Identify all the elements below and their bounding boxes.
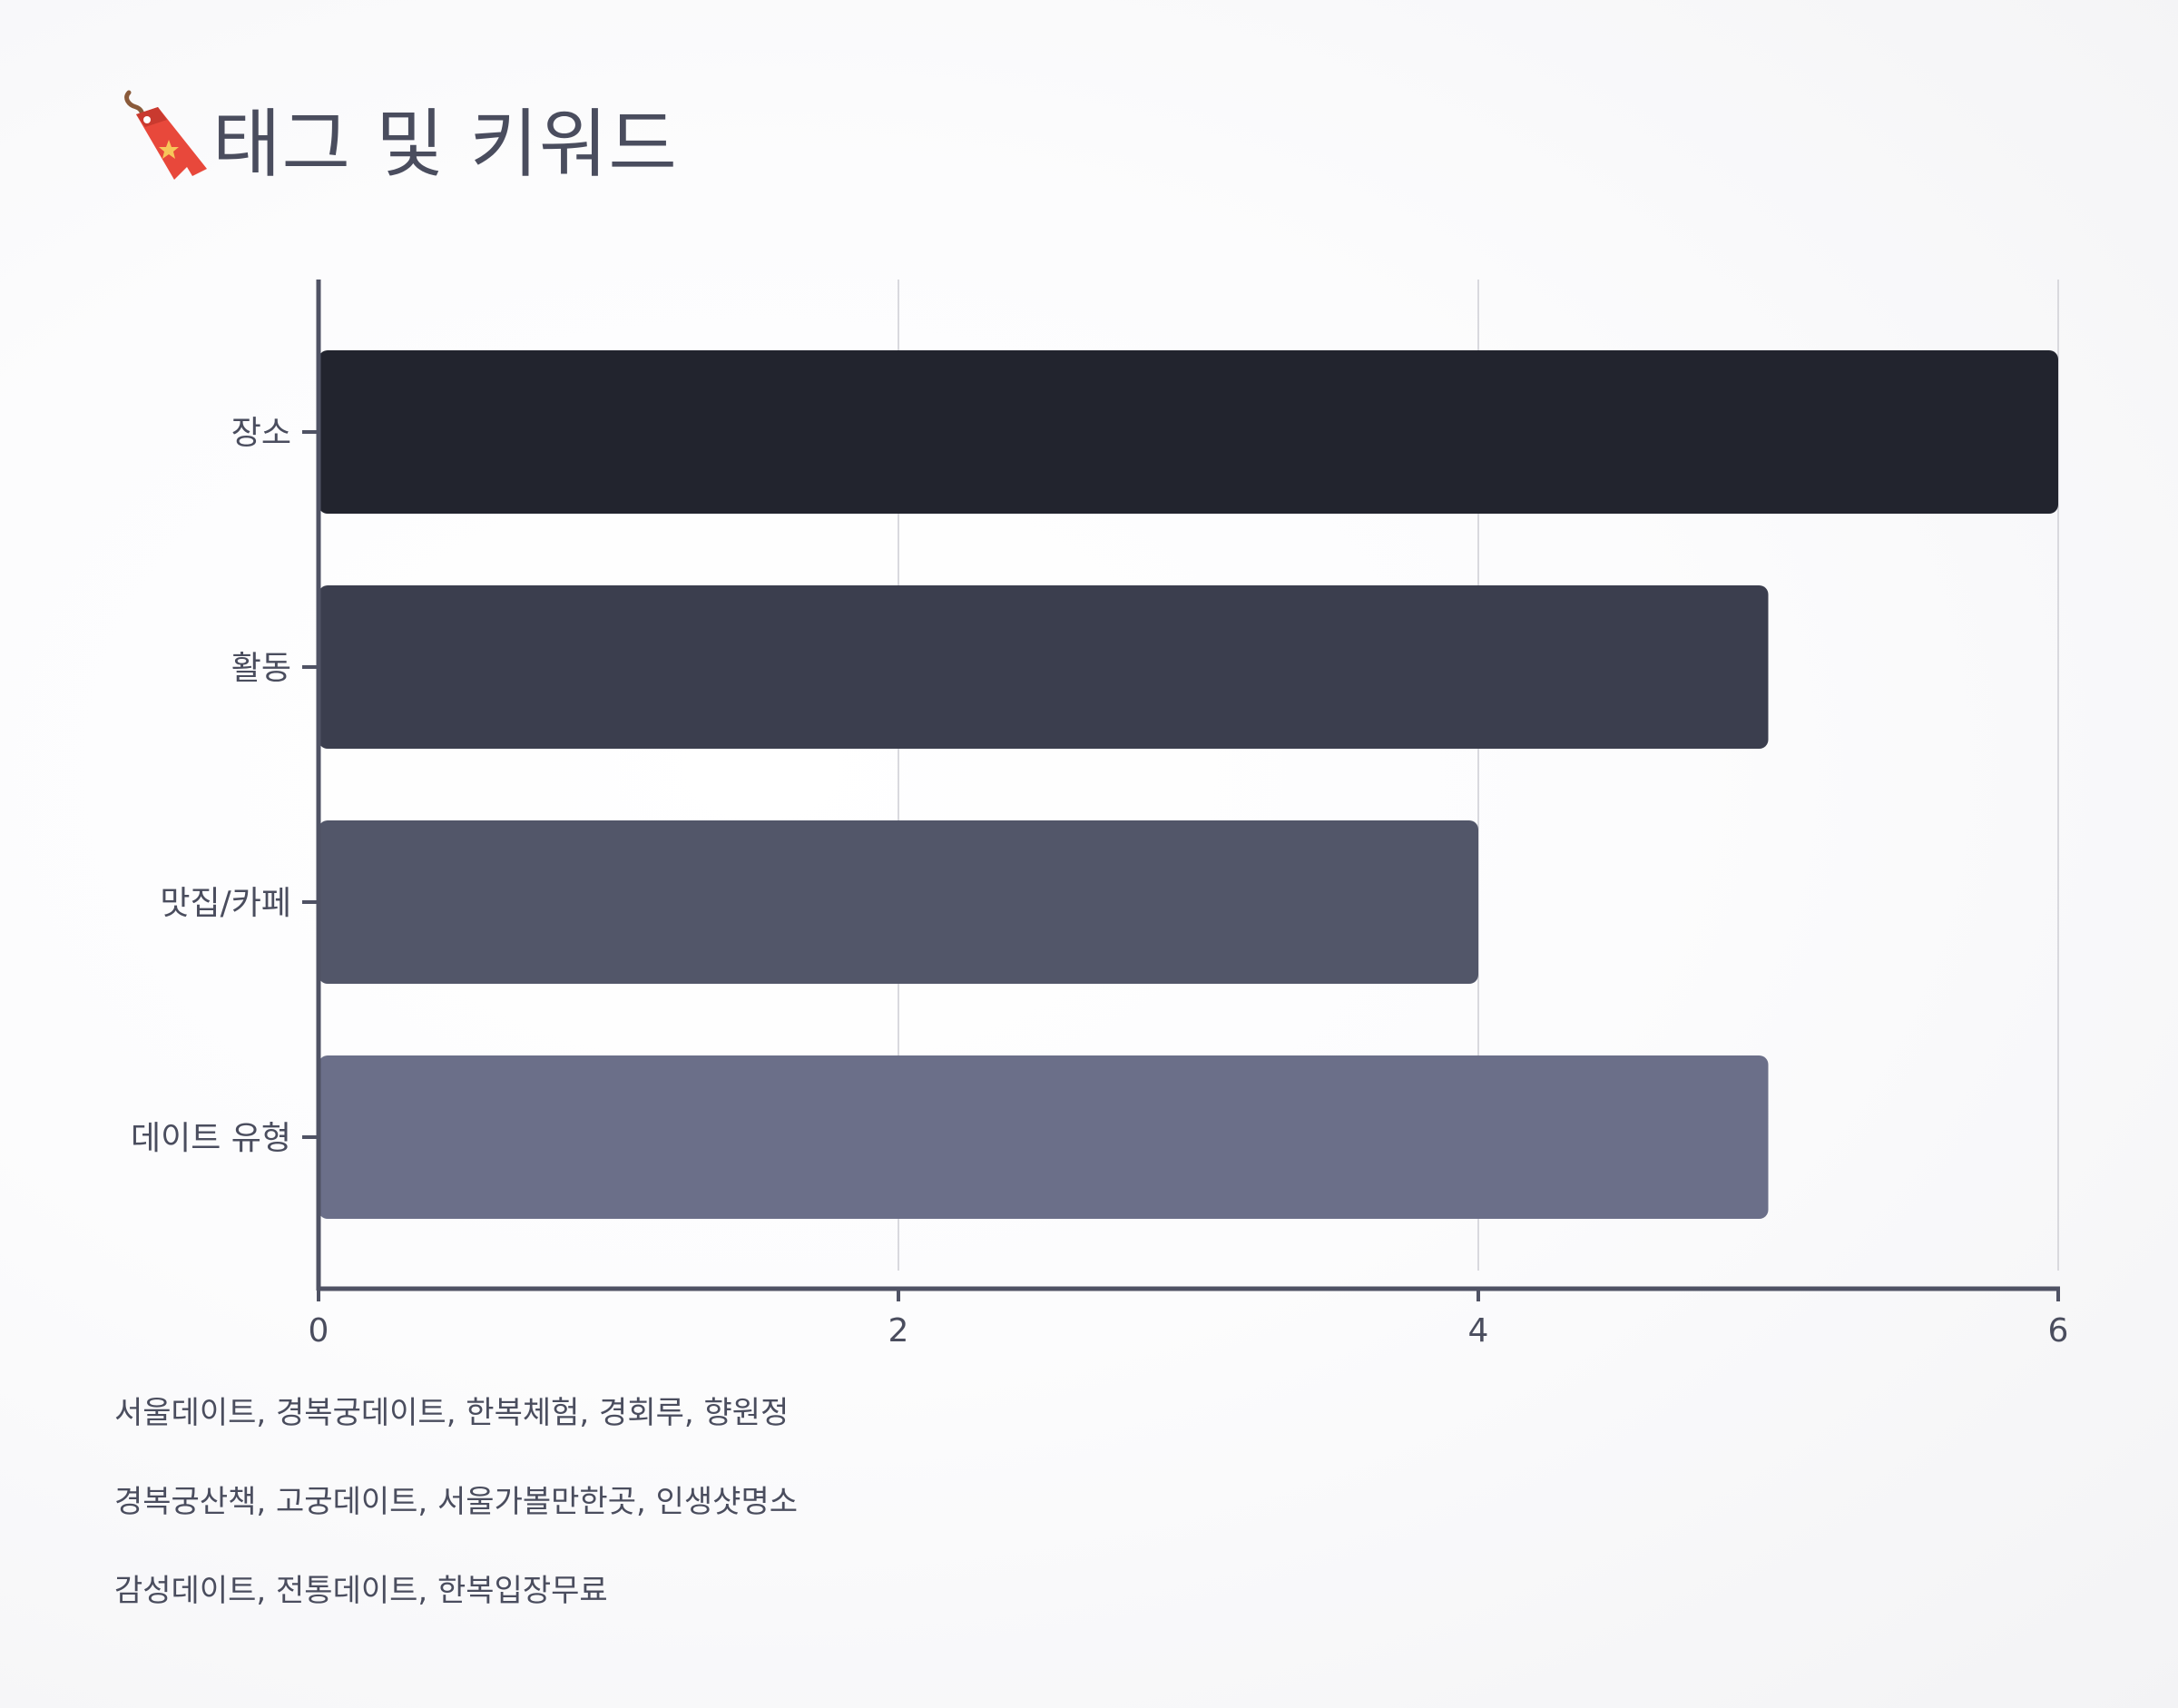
category-label: 활동	[231, 650, 291, 687]
bar	[319, 1055, 1769, 1219]
keyword-list: 서울데이트, 경복궁데이트, 한복체험, 경회루, 향원정 경복궁산책, 고궁데…	[114, 1386, 798, 1653]
page-title: 태그 및 키워드	[212, 101, 678, 188]
keyword-line: 경복궁산책, 고궁데이트, 서울가볼만한곳, 인생샷명소	[114, 1484, 799, 1520]
x-tick-label: 4	[1468, 1312, 1489, 1350]
chart-axes	[302, 280, 2060, 1301]
keyword-line: 서울데이트, 경복궁데이트, 한복체험, 경회루, 향원정	[114, 1395, 790, 1431]
chart-bars	[319, 350, 2058, 1219]
category-label: 데이트 유형	[131, 1120, 291, 1157]
x-tick-label: 0	[309, 1312, 329, 1350]
category-label: 맛집/카페	[160, 885, 291, 922]
category-label: 장소	[231, 415, 291, 452]
bar	[319, 350, 2058, 514]
bookmark-tag-icon	[124, 90, 207, 180]
keyword-line: 감성데이트, 전통데이트, 한복입장무료	[114, 1573, 608, 1609]
bar	[319, 585, 1769, 749]
page-header: 태그 및 키워드	[116, 87, 678, 188]
x-tick-label: 2	[888, 1312, 909, 1350]
bar	[319, 820, 1478, 984]
x-tick-label: 6	[2048, 1312, 2069, 1350]
